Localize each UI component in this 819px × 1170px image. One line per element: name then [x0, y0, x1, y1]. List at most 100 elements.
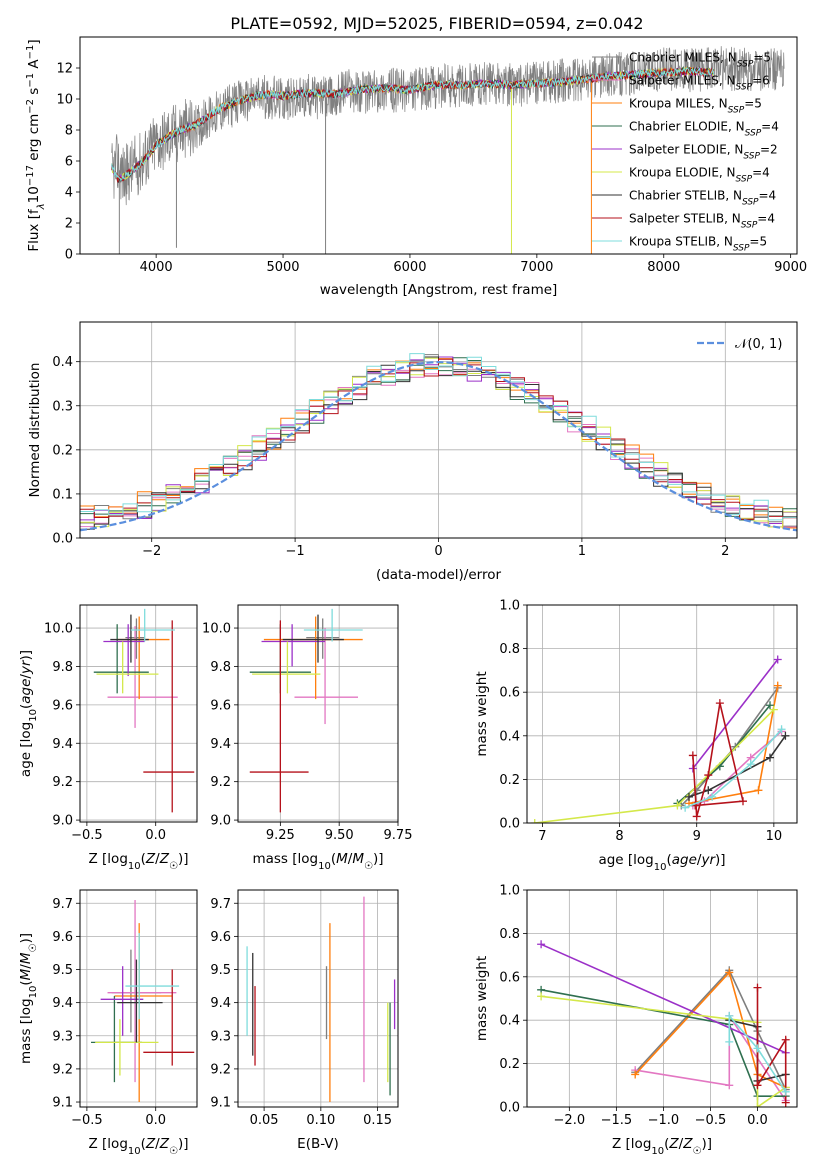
x-tick-label: 0.0 [747, 1113, 768, 1128]
x-axis-label: (data-model)/error [376, 567, 502, 583]
y-tick-label: 0 [65, 248, 73, 263]
x-tick-label: 5000 [266, 260, 299, 275]
x-tick-label: 0.10 [306, 1113, 335, 1128]
y-tick-label: 0.3 [52, 399, 73, 414]
weight-vs-metallicity-panel: −2.0 −1.5 −1.0 −0.5 0.0 0.0 0.2 0.4 0.6 0.8 1.0 Z [… [474, 884, 798, 1157]
x-axis-label: Z [log10(Z/Z☉)] [612, 1136, 712, 1157]
legend-label: Salpeter ELODIE, NSSP=2 [629, 143, 778, 162]
y-tick-label: 1.0 [499, 884, 520, 899]
y-tick-label: 9.8 [210, 660, 231, 675]
weight-point-marker [777, 725, 786, 734]
observed-spectrum-line [111, 46, 785, 206]
y-tick-label: 0.1 [52, 487, 73, 502]
x-tick-label: 2 [721, 544, 729, 559]
x-tick-label: −0.5 [71, 1113, 103, 1128]
x-tick-label: 0.05 [250, 1113, 279, 1128]
weight-series-line [692, 702, 744, 817]
legend-label: Kroupa MILES, NSSP=5 [629, 97, 762, 116]
x-axis-label: mass [log10(M/M☉)] [252, 851, 383, 872]
errorbar-plot-area [91, 899, 195, 1103]
weight-point-marker [769, 705, 778, 714]
y-tick-label: 8 [65, 124, 73, 139]
weight-point-marker [746, 760, 755, 769]
x-axis-label: E(B-V) [297, 1136, 339, 1152]
y-axis-label: mass weight [474, 671, 490, 756]
normal-curve [80, 360, 797, 532]
y-tick-label: 9.5 [52, 963, 73, 978]
weight-point-marker [704, 771, 713, 780]
y-tick-label: 0.6 [499, 970, 520, 985]
weight-point-marker [704, 786, 713, 795]
spectrum-legend: Chabrier MILES, NSSP=5 Salpeter MILES, NS… [592, 51, 779, 254]
histogram-plot-area [80, 353, 797, 532]
weight-point-marker [673, 801, 682, 810]
figure-title: PLATE=0592, MJD=52025, FIBERID=0594, z=0… [230, 14, 643, 33]
x-tick-label: 0.15 [363, 1113, 392, 1128]
y-tick-label: 0.6 [499, 686, 520, 701]
mass-vs-metallicity-panel: −0.5 0.0 9.1 9.2 9.3 9.4 9.5 9.6 9.7 Z [log10(Z/Z… [18, 889, 198, 1157]
weight-point-marker [715, 699, 724, 708]
histogram-step [80, 353, 797, 526]
y-tick-label: 0.8 [499, 927, 520, 942]
axes-frame [79, 321, 798, 539]
x-axis-label: Z [log10(Z/Z☉)] [89, 851, 189, 872]
weight-point-marker [725, 1081, 734, 1090]
x-axis-label: age [log10(age/yr)] [598, 852, 725, 873]
legend-label: Chabrier ELODIE, NSSP=4 [629, 120, 779, 139]
y-tick-label: 9.6 [52, 930, 73, 945]
x-axis-label: Z [log10(Z/Z☉)] [89, 1136, 189, 1157]
weight-point-marker [781, 731, 790, 740]
y-tick-label: 9.3 [52, 1029, 73, 1044]
x-tick-label: 9000 [774, 260, 807, 275]
y-tick-label: 0.2 [52, 443, 73, 458]
weight-point-marker [692, 812, 701, 821]
legend-label: Salpeter STELIB, NSSP=4 [629, 212, 775, 231]
weight-point-marker [685, 792, 693, 801]
weight-point-marker [725, 1011, 734, 1020]
y-tick-label: 0.8 [499, 642, 520, 657]
y-axis-label: age [log10(age/yr)] [18, 650, 39, 777]
y-tick-label: 9.1 [52, 1096, 73, 1111]
y-tick-label: 0.2 [499, 773, 520, 788]
spectrum-plot-area [111, 46, 785, 254]
y-tick-label: 9.4 [210, 996, 231, 1011]
y-tick-label: 9.4 [210, 737, 231, 752]
x-tick-label: 8000 [647, 260, 680, 275]
y-tick-label: 9.0 [210, 814, 231, 829]
axes-frame [237, 889, 399, 1108]
x-tick-label: 0 [434, 544, 442, 559]
legend-label: 𝒩(0, 1) [735, 337, 782, 352]
y-tick-label: 0.4 [499, 1014, 520, 1029]
y-tick-label: 9.6 [210, 698, 231, 713]
x-tick-label: 0.0 [145, 1113, 166, 1128]
weight-point-marker [725, 968, 734, 977]
weight-point-marker [773, 655, 782, 664]
x-tick-label: −0.5 [695, 1113, 727, 1128]
y-tick-label: 0.4 [52, 355, 73, 370]
legend-label: Kroupa STELIB, NSSP=5 [629, 235, 767, 254]
legend-label: Salpeter MILES, NSSP=6 [629, 74, 770, 93]
x-tick-label: 4000 [140, 260, 173, 275]
weight-point-marker [766, 753, 774, 762]
weight-point-marker [530, 819, 539, 823]
x-tick-label: −1 [286, 544, 305, 559]
weight-series-line [756, 987, 787, 1103]
spectrum-panel: 4000 5000 6000 7000 8000 9000 0 2 4 6 8 10 12 wavelen… [25, 36, 807, 298]
x-tick-label: 9.25 [266, 828, 295, 843]
y-tick-label: 9.6 [52, 698, 73, 713]
mass-vs-ebv-panel: 0.05 0.10 0.15 9.1 9.2 9.3 9.4 9.5 9.6 9.7 E(B-V) [210, 889, 399, 1152]
weight-series-line [688, 685, 779, 805]
y-tick-label: 9.1 [210, 1096, 231, 1111]
y-tick-label: 9.3 [210, 1029, 231, 1044]
x-tick-label: −2 [142, 544, 161, 559]
y-tick-label: 9.2 [52, 775, 73, 790]
errorbar-plot-area [93, 608, 195, 813]
y-tick-label: 0.0 [499, 817, 520, 832]
y-axis-label: mass weight [474, 956, 490, 1041]
weight-point-marker [773, 681, 782, 690]
weight-series-line [684, 728, 783, 809]
y-tick-label: 9.2 [210, 775, 231, 790]
axes-frame [79, 604, 198, 823]
x-tick-label: 0.0 [145, 828, 166, 843]
x-tick-label: 8 [615, 829, 623, 844]
